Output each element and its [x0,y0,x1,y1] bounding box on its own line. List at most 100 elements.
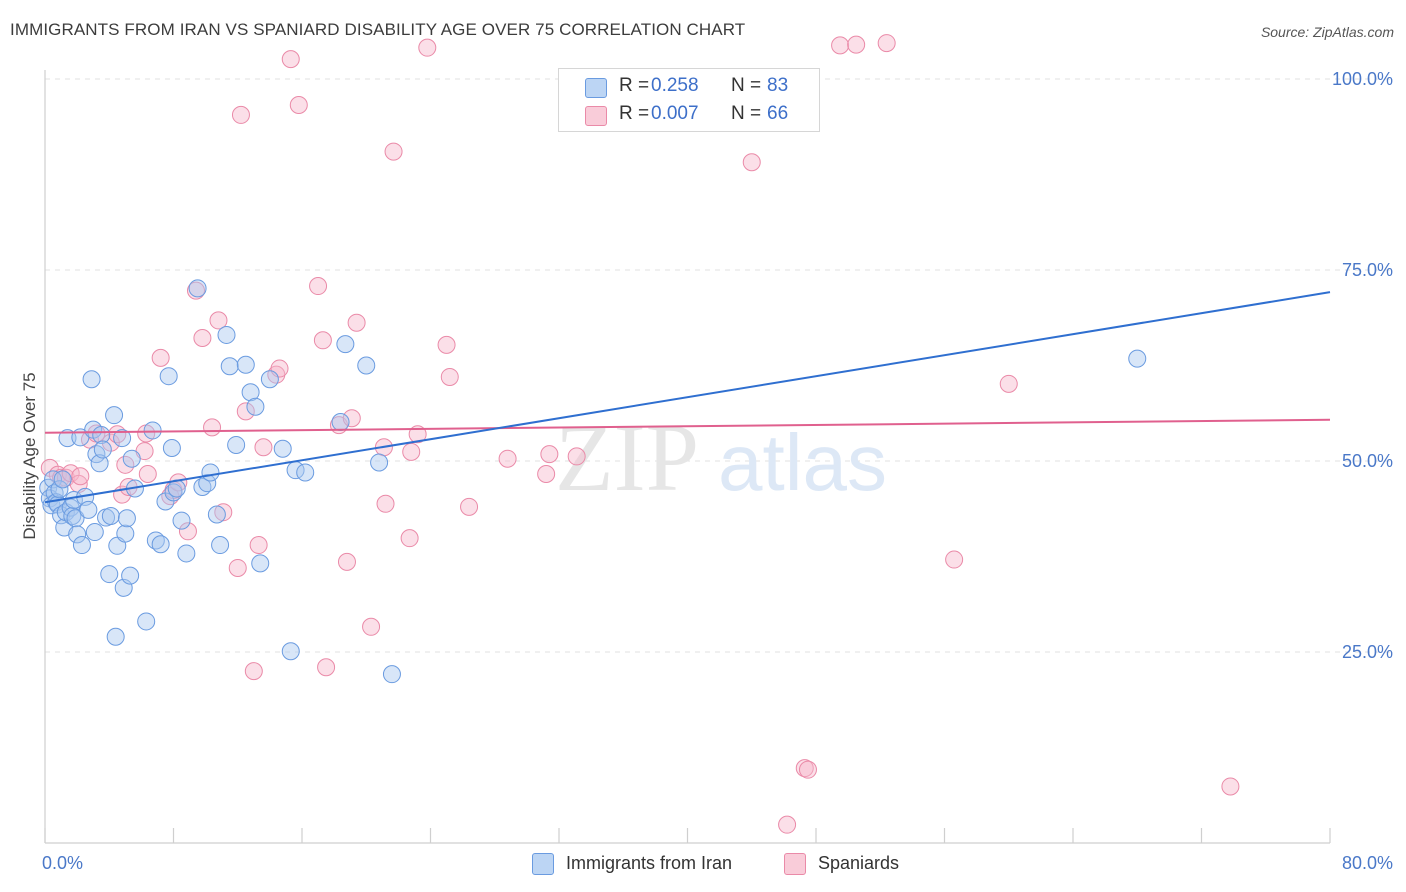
iran-point [198,474,217,493]
spaniards-point [408,425,427,444]
iran-point [85,523,104,542]
iran-point [58,429,77,448]
r-label: R = [619,103,650,124]
source-credit: Source: ZipAtlas.com [1260,24,1394,40]
y-tick-label: 75.0% [1342,260,1393,280]
iran-point [66,509,85,528]
iran-point [241,383,260,402]
iran-point [93,440,112,459]
legend-swatch-spaniards [784,853,806,875]
legend-row-spaniards: R = 0.007 N = 66 [559,100,819,128]
iran-point [331,413,350,432]
spaniards-point [71,467,90,486]
spaniards-point [460,497,479,516]
n-value: 66 [767,103,789,124]
spaniards-point [1221,777,1240,796]
iran-point [72,536,91,555]
n-label: N = [731,103,762,124]
iran-point [296,463,315,482]
spaniards-point [877,34,896,53]
trend-lines [44,291,1331,504]
iran-point [172,511,191,530]
spaniards-point [178,522,197,541]
spaniards-point [742,153,761,172]
spaniards-point [309,277,328,296]
spaniards-point [945,550,964,569]
iran-point [113,429,132,448]
spaniards-point [540,445,559,464]
spaniards-point [244,662,263,681]
iran-point [201,463,220,482]
x-tick-label: 0.0% [42,853,83,873]
iran-point [50,480,69,499]
watermark-zip: ZIP [555,404,699,511]
iran-point [207,505,226,524]
spaniards-point [228,558,247,577]
spaniards-point [537,464,556,483]
spaniards-point [281,50,300,69]
iran-point [382,665,401,684]
iran-point [64,490,83,509]
spaniards-point [440,367,459,386]
spaniards-point [400,529,419,548]
iran-point [122,449,141,468]
spaniards-point [847,35,866,54]
iran-point [357,356,376,375]
iran-trend-line [44,291,1331,504]
gridlines [45,78,1392,653]
spaniards-point [437,335,456,354]
iran-point [370,453,389,472]
r-value: 0.007 [651,103,699,124]
iran-point [143,421,162,440]
iran-point [188,279,207,298]
spaniards-point [138,464,157,483]
iran-point [105,406,124,425]
x-tick-label: 80.0% [1342,853,1393,873]
iran-point [100,565,119,584]
iran-point [68,525,87,544]
axes [44,70,1331,844]
spaniards-point [376,494,395,513]
legend-label-iran: Immigrants from Iran [566,853,733,873]
spaniards-point [236,402,255,421]
r-value: 0.258 [651,75,699,96]
spaniards-point [151,348,170,367]
iran-point [246,397,265,416]
spaniards-point [418,38,437,57]
iran-point [90,454,109,473]
y-tick-label: 100.0% [1332,69,1393,89]
watermark: ZIP atlas [555,404,887,511]
spaniards-point [209,311,228,330]
watermark-atlas: atlas [718,418,887,507]
spaniards-point [384,142,403,161]
correlation-legend: R = 0.258 N = 83 R = 0.007 N = 66 [558,68,820,132]
iran-point [151,535,170,554]
legend-label-spaniards: Spaniards [818,853,900,873]
legend-swatch-iran [532,853,554,875]
legend-swatch-spaniards [585,106,607,126]
iran-point [211,536,230,555]
iran-point [82,370,101,389]
iran-point [44,470,63,489]
spaniards-point [831,36,850,55]
iran-point [217,325,236,344]
iran-point [281,642,300,661]
spaniards-point [254,438,273,457]
legend-swatch-iran [585,78,607,98]
n-label: N = [731,75,762,96]
spaniards-point [249,536,268,555]
spaniards-point [193,328,212,347]
spaniards-trend-line [44,418,1331,434]
spaniards-point [337,552,356,571]
iran-point [137,612,156,631]
iran-point [251,554,270,573]
spaniards-point [231,105,250,124]
spaniards-point [498,449,517,468]
y-axis-title: Disability Age Over 75 [20,372,39,539]
iran-point [159,367,178,386]
spaniards-point [567,447,586,466]
spaniards-point [778,815,797,834]
iran-point [336,335,355,354]
spaniards-point [795,759,814,778]
